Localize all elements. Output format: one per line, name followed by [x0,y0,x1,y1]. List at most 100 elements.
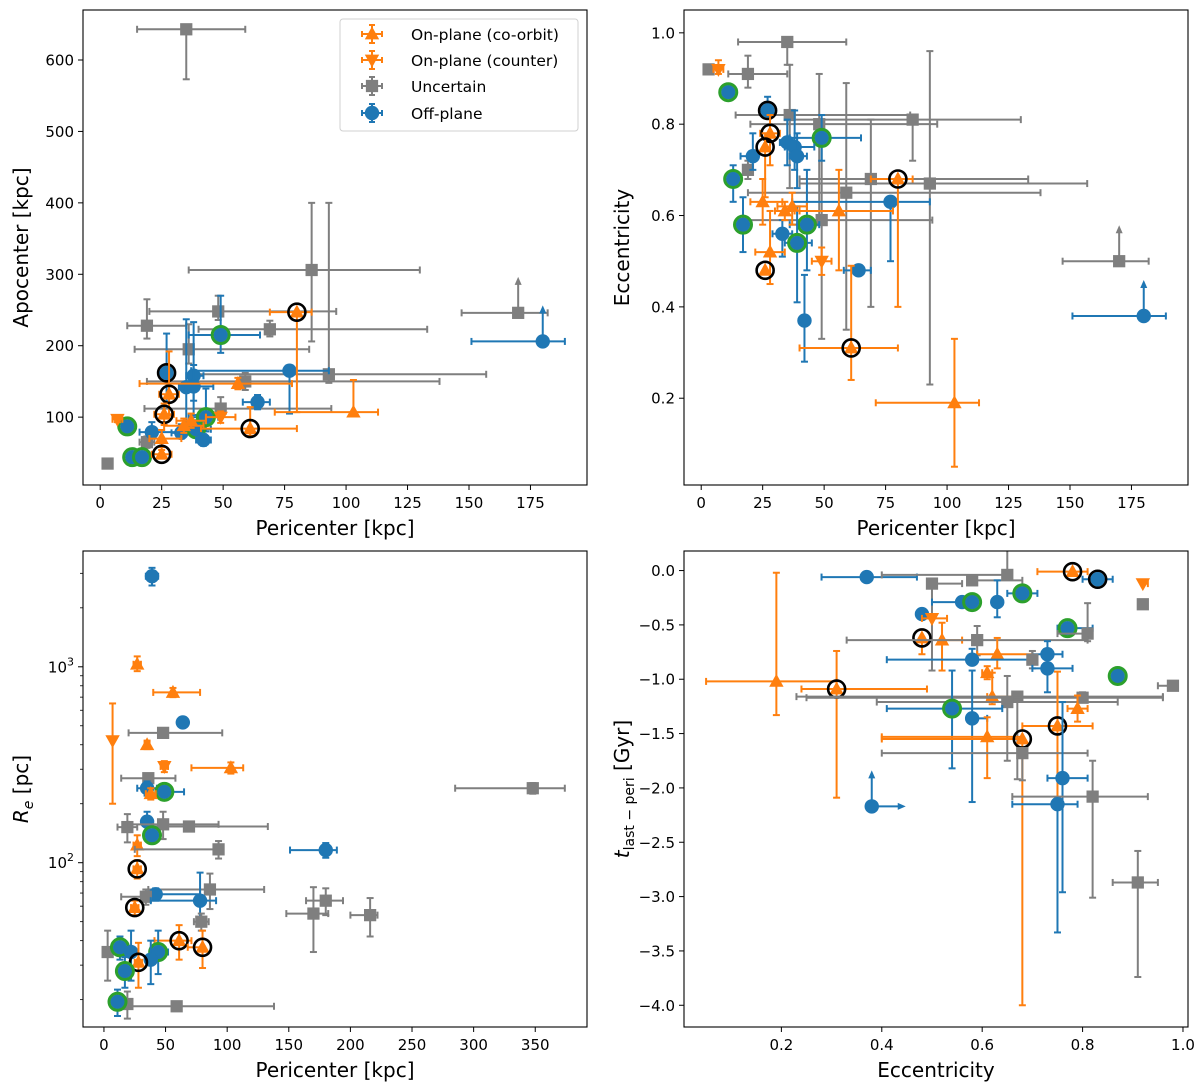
y-tick-label: 100 [45,409,74,427]
data-point-counter [711,59,726,77]
marker-triangle-down [711,63,726,77]
marker-triangle-up [139,737,155,751]
marker-triangle-up [757,262,773,276]
panel-pericenter-vs-apocenter: 0 25 50 75 100 125 150 175 100 200 300 400 500 600 Per… [9,9,588,540]
data-point-co-orbit [880,729,1033,1007]
x-tick-label: 200 [336,1036,365,1054]
highlight-ring-green [723,168,744,189]
marker-triangle-down [157,761,172,775]
data-point-off-plane [885,669,1004,770]
data-point-co-orbit [152,684,202,699]
highlight-ring-black [124,897,145,918]
highlight-ring-green [132,447,153,468]
marker-triangle-down [814,255,829,269]
y-tick-label: 0.0 [651,562,675,580]
marker-circle [186,379,201,394]
data-point-counter [110,413,125,427]
data-point-off-plane [718,82,739,103]
highlight-ring-green [1107,665,1128,686]
y-axis-label: tlast − peri [Gyr] [610,720,638,858]
x-tick-label: 100 [332,494,361,512]
y-tick-label: 600 [45,52,74,70]
y-axis-label: Eccentricity [610,189,634,307]
marker-circle [745,148,761,164]
data-point-co-orbit [153,402,175,426]
legend-frame [339,18,579,132]
data-point-co-orbit [130,655,145,673]
marker-square [1026,653,1039,666]
highlight-ring-green [811,127,832,148]
y-tick-label: −2.0 [639,779,675,797]
data-point-off-plane [149,871,218,923]
highlight-ring-black [151,444,172,465]
highlight-ring-black [159,384,179,405]
data-point-off-plane [132,447,153,468]
lower-limit-arrow-head [1140,280,1148,289]
marker-square [966,574,979,587]
highlight-ring-green [796,214,817,235]
data-point-off-plane [470,305,566,349]
plot-area [101,23,566,470]
marker-square [1016,747,1029,760]
highlight-ring-black [1087,569,1108,590]
legend-marker-triangle-down [361,50,383,70]
x-tick-label: 300 [459,1036,488,1054]
y-tick-label: −2.5 [639,834,675,852]
data-point-off-plane [842,263,872,278]
legend-entry-counter: On-plane (counter) [361,50,558,70]
data-point-off-plane [114,956,135,989]
marker-circle [944,701,960,716]
y-tick-label: −3.0 [639,888,675,906]
data-point-uncertain [187,201,421,343]
data-point-off-plane [1071,280,1167,324]
data-point-off-plane [289,842,338,859]
marker-square [203,883,217,896]
legend-label: On-plane (counter) [411,52,558,70]
y-tick-label: 0.4 [651,298,675,316]
data-point-off-plane [788,114,863,162]
marker-square [512,306,525,319]
data-point-uncertain [737,35,848,66]
data-point-uncertain [349,897,379,938]
highlight-ring-black [128,952,149,973]
data-point-off-plane [1006,583,1039,604]
marker-square [781,35,794,49]
data-point-counter [1135,578,1151,592]
marker-square [1131,876,1144,889]
data-point-uncertain [1011,759,1149,899]
highlight-ring-green [1057,618,1078,639]
x-tick-label: 25 [753,494,772,512]
marker-circle [175,715,191,730]
marker-circle [134,449,150,465]
data-point-off-plane [990,579,1005,619]
data-point-uncertain [120,888,152,906]
marker-circle [814,130,829,146]
marker-triangle-up [131,954,146,968]
marker-circle [1060,620,1075,636]
data-point-uncertain [101,457,114,470]
panel-pericenter-vs-eccentricity: 0 25 50 75 100 125 150 175 0.2 0.4 0.6 0.8 1.0 Perice… [610,9,1189,540]
plot-area [101,566,566,1020]
legend-marker-shape [365,79,379,93]
data-point-uncertain [741,159,755,180]
data-point-off-plane [788,168,821,272]
data-point-uncertain [133,323,311,365]
marker-circle [883,194,898,210]
x-tick-label: 150 [1056,494,1085,512]
data-point-uncertain [1056,602,1094,643]
data-point-off-plane [175,715,191,730]
x-tick-label: 0 [95,494,105,512]
data-point-uncertain [285,886,330,954]
y-tick-label: 103 [48,655,74,676]
marker-square [121,820,134,834]
marker-circle [192,893,208,908]
marker-circle [112,940,128,955]
highlight-ring-black [1047,716,1068,736]
x-tick-label: 50 [815,494,834,512]
marker-circle [725,171,741,187]
y-tick-label: −3.5 [639,942,675,960]
data-point-co-orbit [798,264,899,381]
marker-circle [990,594,1005,610]
marker-circle [535,334,550,349]
marker-triangle-up [230,376,246,389]
